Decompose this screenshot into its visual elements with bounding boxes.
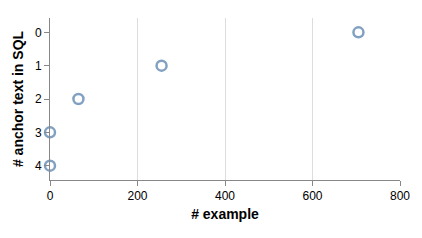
svg-text:4: 4 xyxy=(35,159,42,173)
svg-text:400: 400 xyxy=(215,189,235,203)
svg-text:3: 3 xyxy=(35,126,42,140)
svg-text:200: 200 xyxy=(127,189,147,203)
svg-text:# example: # example xyxy=(191,206,259,222)
svg-text:# anchor text in SQL: # anchor text in SQL xyxy=(10,30,26,167)
svg-text:2: 2 xyxy=(35,92,42,106)
svg-text:0: 0 xyxy=(35,26,42,40)
svg-text:1: 1 xyxy=(35,59,42,73)
svg-text:600: 600 xyxy=(302,189,322,203)
svg-text:0: 0 xyxy=(47,189,54,203)
svg-text:800: 800 xyxy=(390,189,410,203)
